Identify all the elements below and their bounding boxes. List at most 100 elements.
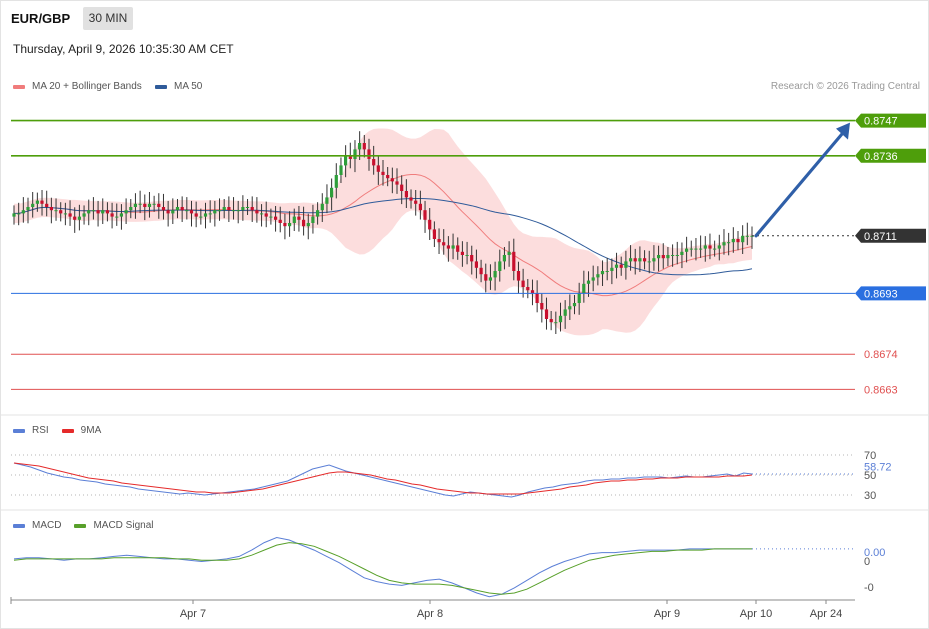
candle-body [101, 210, 105, 214]
candle-body [77, 216, 81, 220]
candle-body [292, 216, 296, 223]
candle-body [133, 203, 137, 207]
candle-body [73, 216, 77, 220]
candle-body [344, 155, 348, 166]
candle-body [446, 245, 450, 249]
candle-body [544, 309, 549, 319]
candle-body [316, 210, 320, 217]
candle-body [507, 251, 511, 255]
symbol-title: EUR/GBP [11, 11, 71, 26]
candle-body [638, 258, 642, 262]
candle-body [502, 255, 506, 262]
candle-body [530, 290, 535, 294]
candle-body [549, 319, 553, 323]
bollinger-band-fill [14, 128, 752, 336]
research-credit: Research © 2026 Trading Central [770, 81, 920, 92]
level-tag [855, 228, 926, 243]
candle-body [404, 191, 408, 198]
timeframe-button[interactable]: 30 MIN [83, 7, 133, 30]
candle-body [652, 258, 656, 262]
candle-body [189, 210, 194, 214]
candle-body [231, 210, 236, 212]
candle-body [741, 235, 745, 243]
candle-body [633, 258, 637, 262]
level-value: 0.8663 [864, 384, 898, 396]
candle-body [208, 213, 212, 215]
candle-body [381, 171, 385, 175]
legend-macd: MACD MACD Signal [13, 520, 153, 531]
candle-body [264, 213, 268, 217]
candle-body [250, 207, 254, 211]
candle-body [138, 203, 142, 205]
candle-body [175, 207, 180, 211]
candle-body [185, 210, 189, 212]
candle-body [647, 261, 651, 263]
candle-body [488, 277, 492, 281]
candle-body [124, 210, 128, 214]
candle-body [745, 235, 749, 237]
candle-body [572, 303, 577, 307]
candle-body [376, 165, 380, 172]
candles [12, 131, 754, 334]
level-tag [855, 113, 926, 128]
candle-body [358, 143, 362, 150]
candle-body [288, 223, 292, 227]
macd-line [13, 536, 752, 598]
candle-body [591, 277, 595, 281]
candle-body [456, 245, 460, 252]
candle-body [302, 219, 306, 227]
candle-body [245, 207, 250, 208]
legend-ma50-label: MA 50 [174, 81, 203, 92]
candle-body [171, 210, 175, 214]
candle-body [731, 239, 735, 243]
candle-body [694, 248, 698, 250]
candle-body [395, 181, 399, 185]
candle-body [274, 216, 278, 220]
legend-rsi-label: RSI [32, 425, 49, 436]
candle-body [269, 216, 273, 218]
candle-body [180, 207, 184, 211]
candle-body [339, 165, 343, 175]
macd-pane: 0 -0 0.00 [13, 536, 885, 598]
rsi-line [13, 462, 753, 498]
candle-body [362, 143, 366, 150]
rsi-tick-label: 70 [864, 450, 876, 462]
candle-body [479, 267, 483, 275]
candle-body [713, 248, 717, 250]
candle-body [699, 248, 703, 250]
candle-body [87, 210, 91, 214]
rsi-tick-label: 30 [864, 490, 876, 502]
x-axis-tick-label: Apr 8 [417, 608, 443, 620]
candle-body [297, 216, 301, 220]
candle-body [428, 219, 432, 230]
candle-body [689, 248, 693, 250]
candle-body [465, 255, 469, 256]
candle-body [119, 213, 123, 217]
candle-body [409, 197, 413, 201]
candle-body [460, 251, 464, 255]
macd-signal-line [13, 542, 752, 595]
macd-swatch [13, 523, 25, 528]
candle-body [586, 280, 591, 284]
candle-body [241, 207, 245, 211]
legend-macd-signal-label: MACD Signal [93, 520, 154, 531]
candle-body [152, 203, 156, 205]
macd-tick-label: 0 [864, 556, 870, 568]
rsi-pane: 70 50 30 58.72 [11, 450, 892, 502]
bollinger-bands [14, 128, 752, 336]
candle-body [110, 213, 114, 217]
level-value: 0.8736 [864, 151, 898, 163]
candle-body [432, 229, 436, 239]
candle-body [227, 207, 231, 211]
level-value: 0.8711 [864, 231, 897, 243]
candle-body [17, 213, 21, 215]
legend-ma20-label: MA 20 + Bollinger Bands [32, 81, 142, 92]
candle-body [554, 322, 558, 324]
candle-body [685, 248, 689, 252]
candle-body [470, 255, 474, 262]
forecast-arrow [754, 122, 850, 238]
candle-body [96, 210, 100, 214]
candle-body [423, 210, 427, 220]
candle-body [400, 184, 404, 191]
